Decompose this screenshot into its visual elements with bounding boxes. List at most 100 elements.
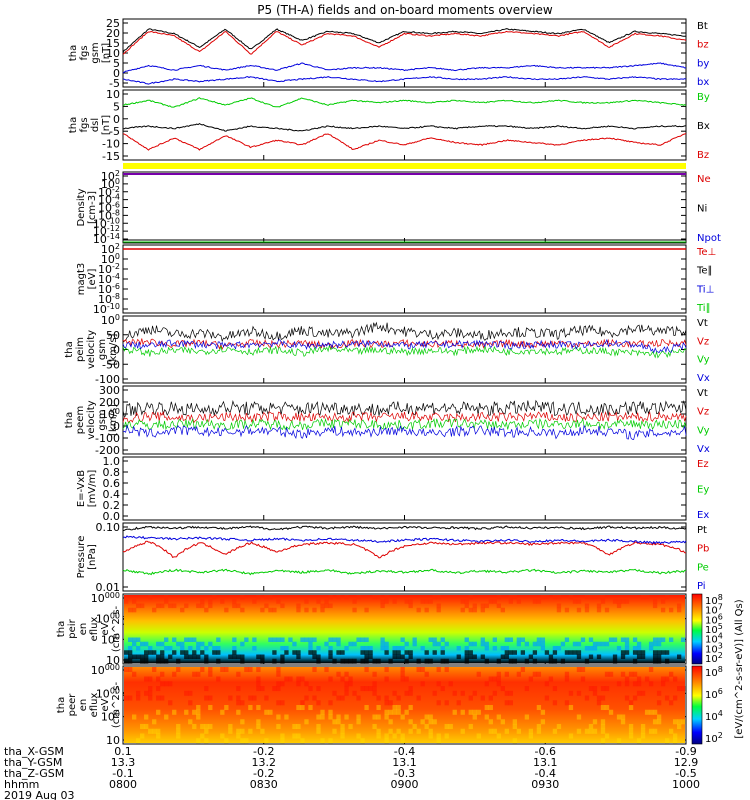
spectrogram-cells <box>124 595 686 664</box>
spectrogram-cell <box>276 724 281 730</box>
spectrogram-cell <box>660 676 666 682</box>
spectrogram-cell <box>148 686 153 692</box>
spectrogram-cell <box>636 738 642 744</box>
spectrogram-cell <box>320 607 325 613</box>
legend-npot: Npot <box>697 233 721 244</box>
spectrogram-cell <box>340 724 345 730</box>
spectrogram-cell <box>172 650 177 655</box>
spectrogram-cell <box>204 654 209 660</box>
spectrogram-cell <box>400 667 405 673</box>
spectrogram-cell <box>484 603 489 609</box>
series-line-bz <box>122 133 687 151</box>
spectrogram-cell <box>444 641 449 647</box>
spectrogram-cell <box>484 681 489 687</box>
legend-bx: bx <box>697 77 709 88</box>
ytick-label: 0 <box>113 67 120 80</box>
spectrogram-cell <box>320 709 325 715</box>
spectrogram-cell <box>236 671 241 677</box>
spectrogram-cell <box>184 654 189 660</box>
ytick-label: 0.6 <box>103 477 121 490</box>
spectrogram-cell <box>616 681 622 687</box>
ytick-label: 100 <box>101 252 120 266</box>
spectrogram-cell <box>260 654 265 660</box>
spectrogram-cell <box>648 667 654 673</box>
spectrogram-cell <box>224 607 229 613</box>
spectrogram-cell <box>124 695 129 701</box>
spectrogram-cell <box>200 599 205 604</box>
ylabel-line: peim <box>75 337 86 362</box>
spectrogram-cell <box>232 599 237 604</box>
spectrogram-cell <box>240 658 245 664</box>
spectrogram-cell <box>408 650 413 655</box>
spectrogram-cell <box>620 654 626 660</box>
spectrogram-cell <box>620 650 626 655</box>
ylabel-line: gsm <box>97 409 108 430</box>
spectrogram-cell <box>156 733 161 739</box>
spectrogram-cell <box>140 641 145 647</box>
spectrogram-cell <box>508 700 513 706</box>
spectrogram-cell <box>144 690 149 696</box>
spectrogram-cell <box>616 599 622 604</box>
ytick-label: 10-8 <box>98 208 120 222</box>
spectrogram-cell <box>156 686 161 692</box>
spectrogram-cell <box>544 595 550 600</box>
spectrogram-cell <box>140 654 145 660</box>
spectrogram-cell <box>264 695 269 701</box>
spectrogram-cell <box>336 637 341 643</box>
spectrogram-cell <box>564 650 570 655</box>
spectrogram-cell <box>656 654 662 660</box>
spectrogram-cell <box>520 637 526 643</box>
ytick-label: 10-4 <box>98 272 120 286</box>
spectrogram-cell <box>636 690 642 696</box>
spectrogram-cell <box>172 637 177 643</box>
spectrogram-cell <box>576 667 582 673</box>
colorbar-tick-label: 105 <box>705 622 723 636</box>
spectrogram-cell <box>196 646 201 651</box>
spectrogram-cell <box>492 599 497 604</box>
ytick-label: 1000 <box>96 612 120 626</box>
spectrogram-cell <box>160 641 165 647</box>
spectrogram-cell <box>668 728 674 734</box>
spectrogram-cell <box>340 676 345 682</box>
spectrogram-cell <box>392 733 397 739</box>
xaxis-value: -0.4 <box>535 767 556 780</box>
spectrogram-cell <box>424 671 429 677</box>
spectrogram-cell <box>216 646 221 651</box>
spectrogram-cell <box>524 686 530 692</box>
spectrogram-cell <box>200 641 205 647</box>
spectrogram-cell <box>136 654 141 660</box>
spectrogram-cell <box>424 724 429 730</box>
spectrogram-cell <box>640 690 646 696</box>
spectrogram-cell <box>436 667 441 673</box>
spectrogram-cell <box>172 671 177 677</box>
spectrogram-cell <box>268 709 273 715</box>
spectrogram-cell <box>356 637 361 643</box>
spectrogram-cell <box>616 646 622 651</box>
spectrogram-cell <box>304 599 309 604</box>
spectrogram-cell <box>524 714 530 720</box>
spectrogram-cell <box>516 641 522 647</box>
spectrogram-cell <box>240 700 245 706</box>
spectrogram-cell <box>196 641 201 647</box>
spectrogram-cell <box>508 599 513 604</box>
spectrogram-cell <box>536 705 542 711</box>
spectrogram-cell <box>376 728 381 734</box>
spectrogram-cell <box>608 637 614 643</box>
spectrogram-cell <box>424 607 429 613</box>
spectrogram-cell <box>440 686 445 692</box>
spectrogram-cell <box>196 603 201 609</box>
spectrogram-cell <box>276 671 281 677</box>
spectrogram-cell <box>276 667 281 673</box>
legend-te: Te∥ <box>696 266 713 277</box>
spectrogram-cell <box>264 595 269 600</box>
spectrogram-cell <box>196 671 201 677</box>
spectrogram-cell <box>480 641 485 647</box>
spectrogram-cell <box>372 671 377 677</box>
ylabel-line: [cm-3] <box>87 191 98 224</box>
spectrogram-cell <box>472 709 477 715</box>
spectrogram-cell <box>440 646 445 651</box>
spectrogram-cell <box>156 728 161 734</box>
xaxis-row-label: tha_X-GSM <box>4 745 64 758</box>
colorbar-electron: 108 106 104 102 <box>691 665 723 745</box>
